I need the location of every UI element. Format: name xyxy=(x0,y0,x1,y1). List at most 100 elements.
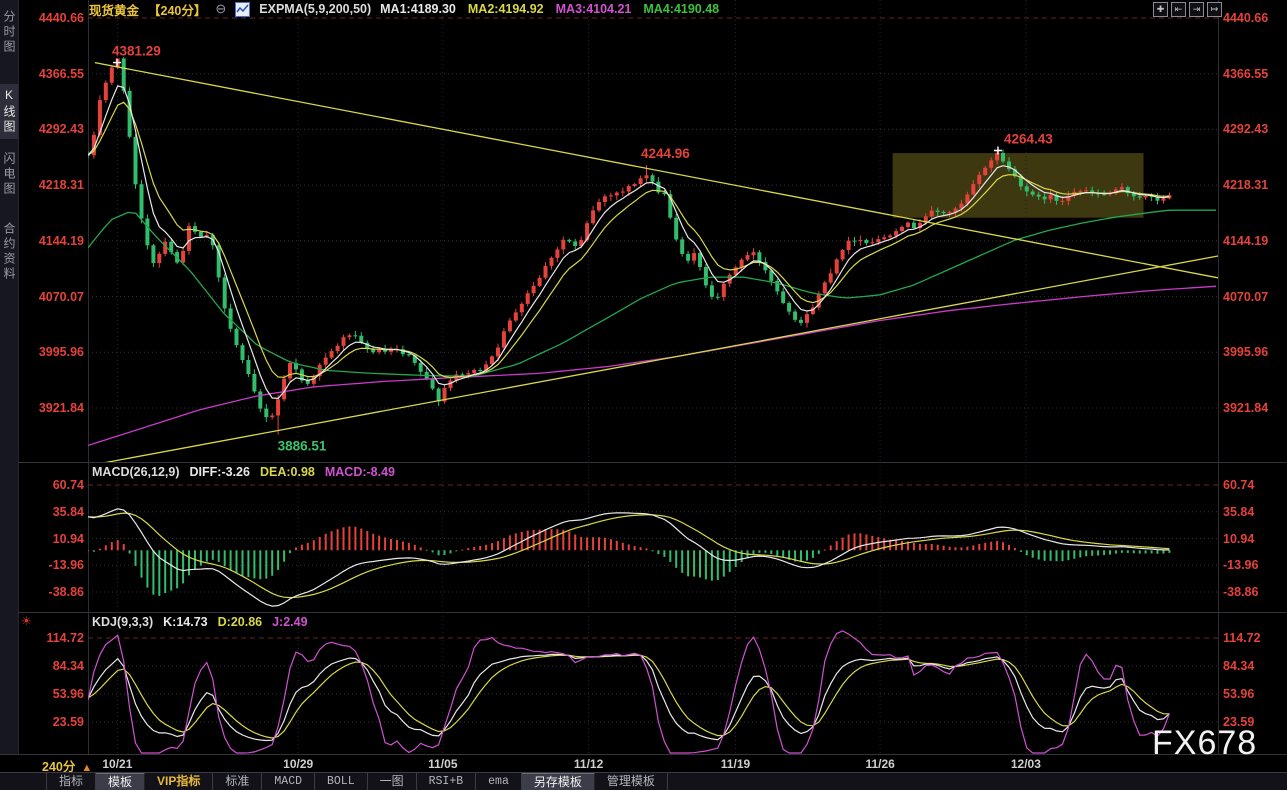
y-axis-label: 3995.96 xyxy=(1223,345,1269,360)
svg-text:3886.51: 3886.51 xyxy=(278,439,327,454)
sidebar: 分时图 K线图闪电图合约资料 xyxy=(0,0,19,790)
kdj-panel-header: KDJ(9,3,3) K:14.73 D:20.86 J:2.49 xyxy=(92,614,308,629)
indicator-name-label: EXPMA(5,9,200,50) xyxy=(259,2,372,16)
ma-value-4: MA4:4190.48 xyxy=(643,2,720,16)
y-axis-label: 4070.07 xyxy=(38,289,84,304)
macd-chart-svg[interactable] xyxy=(88,462,1218,612)
y-axis-label: 4292.43 xyxy=(1223,122,1269,137)
chart-tool-icons: ✚ ⇤ ⇥ ↦ xyxy=(1153,2,1222,17)
svg-text:4244.96: 4244.96 xyxy=(641,146,690,161)
toolbar-template[interactable]: 模板 xyxy=(96,773,146,790)
ma-value-2: MA2:4194.92 xyxy=(467,2,544,16)
kdj-chart-svg[interactable] xyxy=(88,612,1218,754)
symbol-title: 现货黄金 xyxy=(89,3,140,18)
y-axis-label: 3995.96 xyxy=(38,345,84,360)
y-axis-label: 4440.66 xyxy=(38,11,84,25)
toolbar-indicator[interactable]: 指标 xyxy=(46,773,97,790)
x-axis-date-label: 10/29 xyxy=(283,757,314,771)
y-axis-label: 53.96 xyxy=(52,687,84,701)
y-axis-label: 4366.55 xyxy=(38,66,84,81)
kdj-j-value: J:2.49 xyxy=(272,614,308,629)
y-axis-label: -38.86 xyxy=(1223,585,1259,599)
x-axis-date-label: 11/19 xyxy=(720,757,751,771)
svg-text:4264.43: 4264.43 xyxy=(1004,132,1053,147)
indicator-values: MA1:4189.30 MA2:4194.92 MA3:4104.21 MA4:419… xyxy=(380,2,719,16)
y-axis-label: 84.34 xyxy=(1223,659,1255,673)
x-axis-date-label: 11/05 xyxy=(428,757,458,771)
x-axis-date-label: 12/03 xyxy=(1010,757,1041,771)
sidebar-item-time-chart[interactable]: 分时图 xyxy=(2,10,16,55)
y-axis-label: 84.34 xyxy=(52,659,84,673)
y-axis-label: 23.59 xyxy=(1223,715,1255,729)
y-axis-label: 4218.31 xyxy=(1223,178,1269,193)
main-chart-svg[interactable]: 4381.29 3886.51 4244.96 4264.43 xyxy=(88,0,1218,462)
y-axis-label: 114.72 xyxy=(46,631,84,645)
interval-selector[interactable]: 240分 ▲ xyxy=(42,756,92,775)
interval-arrow-icon: ▲ xyxy=(81,762,93,774)
y-axis-label: 10.94 xyxy=(52,531,84,546)
plot-left-border xyxy=(88,0,89,754)
zoom-out-x-icon[interactable]: ⇤ xyxy=(1171,2,1186,17)
toolbar-standard[interactable]: 标准 xyxy=(213,773,263,790)
macd-panel-header: MACD(26,12,9) DIFF:-3.26 DEA:0.98 MACD:-… xyxy=(92,464,395,479)
toolbar-save-template[interactable]: 另存模板 xyxy=(521,773,595,790)
zoom-in-x-icon[interactable]: ⇥ xyxy=(1189,2,1204,17)
y-axis-label: 53.96 xyxy=(1223,687,1255,701)
y-axis-label: 4292.43 xyxy=(38,122,84,137)
macd-title: MACD(26,12,9) xyxy=(92,464,180,479)
y-axis-label: 60.74 xyxy=(52,478,84,492)
y-axis-label: 23.59 xyxy=(52,715,84,729)
y-axis-label: 35.84 xyxy=(1223,504,1255,519)
exit-chart-icon[interactable]: ↦ xyxy=(1207,2,1222,17)
y-axis-label: 3921.84 xyxy=(1223,401,1269,415)
macd-dea-value: DEA:0.98 xyxy=(259,464,315,479)
y-axis-label: 60.74 xyxy=(1223,478,1255,492)
macd-macd-value: MACD:-8.49 xyxy=(324,464,396,479)
bottom-toolbar: 指标 模板 VIP指标 标准 MACD BOLL 一图 RSI+B ema 另存模板 管理模板 xyxy=(0,772,1287,790)
kdj-title: KDJ(9,3,3) xyxy=(92,614,154,629)
toolbar-rsi-b[interactable]: RSI+B xyxy=(417,773,477,790)
interval-label: 240分 xyxy=(42,760,76,774)
y-axis-label: 4366.55 xyxy=(1223,66,1269,81)
x-axis-date-label: 11/12 xyxy=(573,757,604,771)
toolbar-ema[interactable]: ema xyxy=(476,773,522,790)
y-axis-label: 114.72 xyxy=(1223,631,1261,645)
y-axis-label: 4440.66 xyxy=(1223,11,1269,25)
sidebar-item-contract-info[interactable]: 合约资料 xyxy=(2,222,16,282)
toolbar-boll[interactable]: BOLL xyxy=(315,773,368,790)
ma-value-1: MA1:4189.30 xyxy=(380,2,456,16)
sidebar-item-kline-chart[interactable]: K线图 xyxy=(0,84,18,139)
kdj-d-value: D:20.86 xyxy=(217,614,263,629)
y-axis-label: -13.96 xyxy=(48,558,84,573)
ma-value-3: MA3:4104.21 xyxy=(555,2,632,16)
watermark: FX678 xyxy=(1152,724,1258,762)
y-axis-label: 3921.84 xyxy=(38,401,84,415)
interval-badge: 【240分】 xyxy=(148,3,207,18)
kline-type-icon[interactable] xyxy=(235,1,251,17)
x-axis-date-label: 10/21 xyxy=(102,757,133,771)
svg-text:4381.29: 4381.29 xyxy=(112,44,161,59)
x-axis-date-label: 11/26 xyxy=(865,757,895,771)
macd-diff-value: DIFF:-3.26 xyxy=(189,464,250,479)
toolbar-macd[interactable]: MACD xyxy=(262,773,315,790)
y-axis-label: 4218.31 xyxy=(38,178,84,193)
collapse-icon[interactable]: ⊖ xyxy=(215,1,227,16)
y-axis-label: 4070.07 xyxy=(1223,289,1269,304)
kdj-divider xyxy=(18,612,1287,613)
y-axis-label: 10.94 xyxy=(1223,531,1255,546)
toolbar-manage-template[interactable]: 管理模板 xyxy=(595,773,668,790)
y-axis-label: 4144.19 xyxy=(1223,233,1269,248)
y-axis-label: -13.96 xyxy=(1223,558,1259,573)
kdj-k-value: K:14.73 xyxy=(163,614,208,629)
toolbar-one-chart[interactable]: 一图 xyxy=(368,773,417,790)
macd-divider xyxy=(18,462,1287,463)
pan-icon[interactable]: ✚ xyxy=(1153,2,1168,17)
toolbar-vip-indicator[interactable]: VIP指标 xyxy=(145,773,214,790)
plot-right-border xyxy=(1218,0,1219,754)
chart-header: 现货黄金 【240分】 ⊖ EXPMA(5,9,200,50) MA1:4189… xyxy=(89,1,719,18)
sidebar-item-lightning-chart[interactable]: 闪电图 xyxy=(2,152,16,197)
sun-marker-icon[interactable]: ☀ xyxy=(21,614,32,628)
date-axis-row xyxy=(0,754,1287,773)
y-axis-label: 35.84 xyxy=(52,504,84,519)
